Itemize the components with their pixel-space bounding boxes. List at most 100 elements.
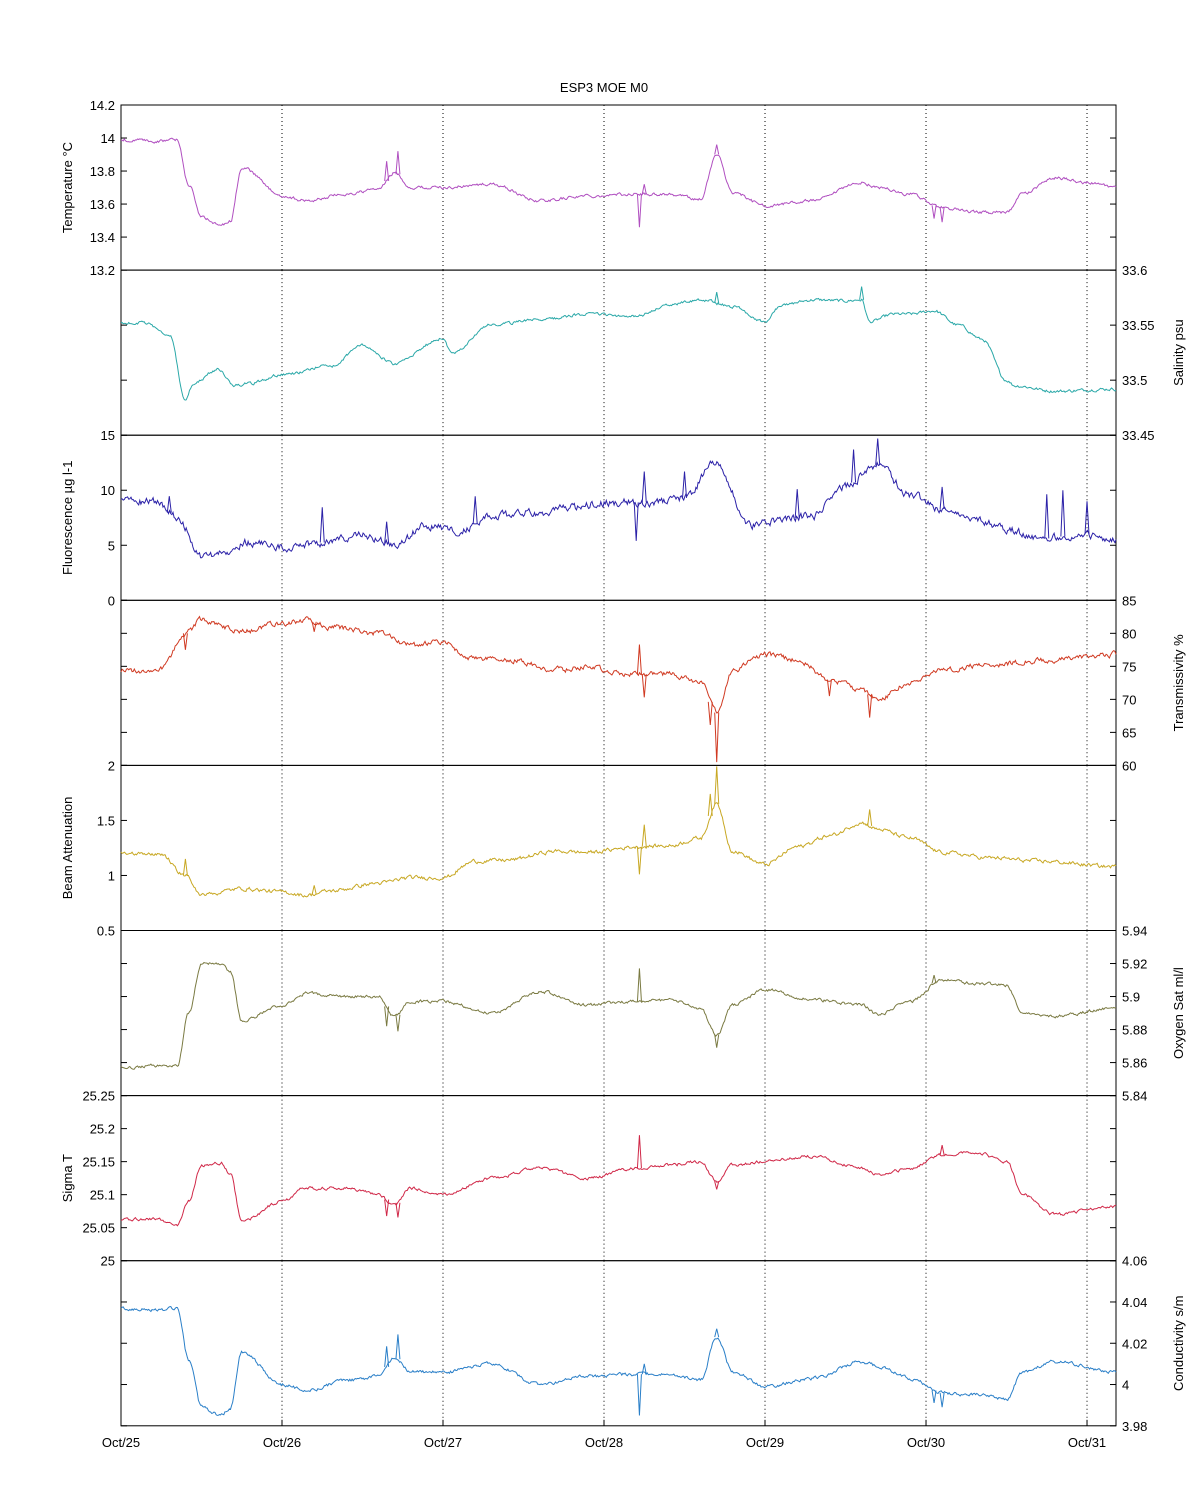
y-tick-label: 1.5: [97, 813, 115, 828]
series-spike: [641, 824, 647, 847]
series-spike: [714, 1328, 720, 1338]
series-spike: [641, 184, 647, 195]
y-tick-label: 13.4: [90, 230, 115, 245]
x-axis: Oct/25 Oct/26 Oct/27 Oct/28 Oct/29 Oct/30 Oct/…: [102, 1419, 1106, 1450]
y-tick-label: 4.02: [1122, 1336, 1147, 1351]
y-tick-label: 33.45: [1122, 428, 1155, 443]
y-tick-label: 33.5: [1122, 373, 1147, 388]
series-spike: [867, 694, 873, 718]
y-tick-label: 5.88: [1122, 1023, 1147, 1038]
y-tick-label: 5.84: [1122, 1089, 1147, 1104]
y-tick-label: 3.98: [1122, 1419, 1147, 1434]
series-spike: [182, 633, 188, 650]
series-spike: [714, 1181, 720, 1190]
series-spike: [319, 507, 325, 543]
series-spike: [395, 151, 401, 175]
series-spike: [931, 205, 937, 219]
x-tick-label: Oct/28: [585, 1435, 623, 1450]
y-tick-label: 5.94: [1122, 924, 1147, 939]
x-tick-label: Oct/30: [907, 1435, 945, 1450]
series-line: [120, 1305, 1117, 1416]
y-tick-label: 0.5: [97, 924, 115, 939]
series-spike: [1044, 494, 1050, 539]
y-tick-label: 33.55: [1122, 318, 1155, 333]
chart-title: ESP3 MOE M0: [560, 80, 648, 95]
y-tick-label: 4.06: [1122, 1254, 1147, 1269]
x-tick-label: Oct/25: [102, 1435, 140, 1450]
series-spike: [707, 701, 713, 726]
y-tick-label: 5: [108, 538, 115, 553]
series-spike: [395, 1202, 401, 1218]
series-spike: [636, 1374, 642, 1416]
series-spike: [472, 496, 478, 524]
y-tick-label: 5.9: [1122, 990, 1140, 1005]
panel-conductivity: 3.98 4 4.02 4.04 4.06 Conductivity s/m: [120, 1254, 1186, 1434]
series-line: [120, 615, 1117, 714]
series-line: [120, 137, 1117, 226]
y-tick-label: 25.05: [82, 1221, 115, 1236]
y-axis-label: Fluorescence µg l-1: [60, 461, 75, 575]
series-spike: [641, 471, 647, 503]
y-tick-label: 25.2: [90, 1122, 115, 1137]
series-spike: [682, 471, 688, 498]
y-tick-label: 85: [1122, 593, 1136, 608]
series-spike: [931, 1390, 937, 1403]
series-spike: [311, 885, 317, 895]
series-spike: [641, 674, 647, 698]
series-spike: [931, 975, 937, 984]
y-tick-label: 25.25: [82, 1089, 115, 1104]
y-tick-label: 70: [1122, 692, 1136, 707]
y-axis-label: Sigma T: [60, 1154, 75, 1202]
series-spike: [867, 809, 873, 826]
series-spike: [384, 1006, 390, 1027]
series-spike: [384, 1199, 390, 1217]
x-tick-label: Oct/26: [263, 1435, 301, 1450]
series-spike: [395, 1014, 401, 1032]
series-spike: [636, 1135, 642, 1169]
y-tick-label: 13.8: [90, 164, 115, 179]
y-axis-label: Oxygen Sat ml/l: [1171, 967, 1186, 1059]
series-line: [120, 1151, 1117, 1227]
y-tick-label: 33.6: [1122, 263, 1147, 278]
y-tick-label: 14.2: [90, 98, 115, 113]
y-axis-label: Conductivity s/m: [1171, 1296, 1186, 1391]
series-spike: [636, 644, 642, 675]
y-tick-label: 4: [1122, 1378, 1129, 1393]
y-tick-label: 0: [108, 593, 115, 608]
series-spike: [714, 766, 720, 804]
panel-fluorescence: 0 5 10 15 Fluorescence µg l-1: [60, 428, 1117, 608]
y-tick-label: 65: [1122, 725, 1136, 740]
y-tick-label: 80: [1122, 626, 1136, 641]
series-spike: [166, 496, 172, 513]
y-tick-label: 1: [108, 868, 115, 883]
series-spike: [794, 489, 800, 518]
series-spike: [1060, 490, 1066, 537]
series-spike: [1084, 501, 1090, 535]
series-spike: [851, 449, 857, 483]
series-spike: [939, 1145, 945, 1156]
y-tick-label: 13.2: [90, 263, 115, 278]
y-tick-label: 25: [101, 1254, 115, 1269]
series-spike: [714, 1034, 720, 1048]
series-spike: [395, 1334, 401, 1360]
panel-beam-attenuation: 0.5 1 1.5 2 Beam Attenuation: [60, 758, 1117, 939]
series-line: [120, 460, 1117, 559]
series-spike: [859, 286, 865, 300]
y-axis-label: Transmissivity %: [1171, 634, 1186, 731]
panel-salinity: 33.45 33.5 33.55 33.6 Salinity psu: [120, 263, 1186, 443]
series-line: [121, 297, 1117, 401]
y-tick-label: 2: [108, 758, 115, 773]
x-tick-label: Oct/31: [1068, 1435, 1106, 1450]
series-spike: [714, 292, 720, 304]
series-spike: [939, 1392, 945, 1408]
series-spike: [707, 793, 713, 816]
y-tick-label: 5.86: [1122, 1056, 1147, 1071]
y-tick-label: 25.1: [90, 1188, 115, 1203]
series-spike: [714, 144, 720, 155]
series-spike: [384, 161, 390, 181]
series-spike: [939, 486, 945, 509]
y-tick-label: 10: [101, 483, 115, 498]
